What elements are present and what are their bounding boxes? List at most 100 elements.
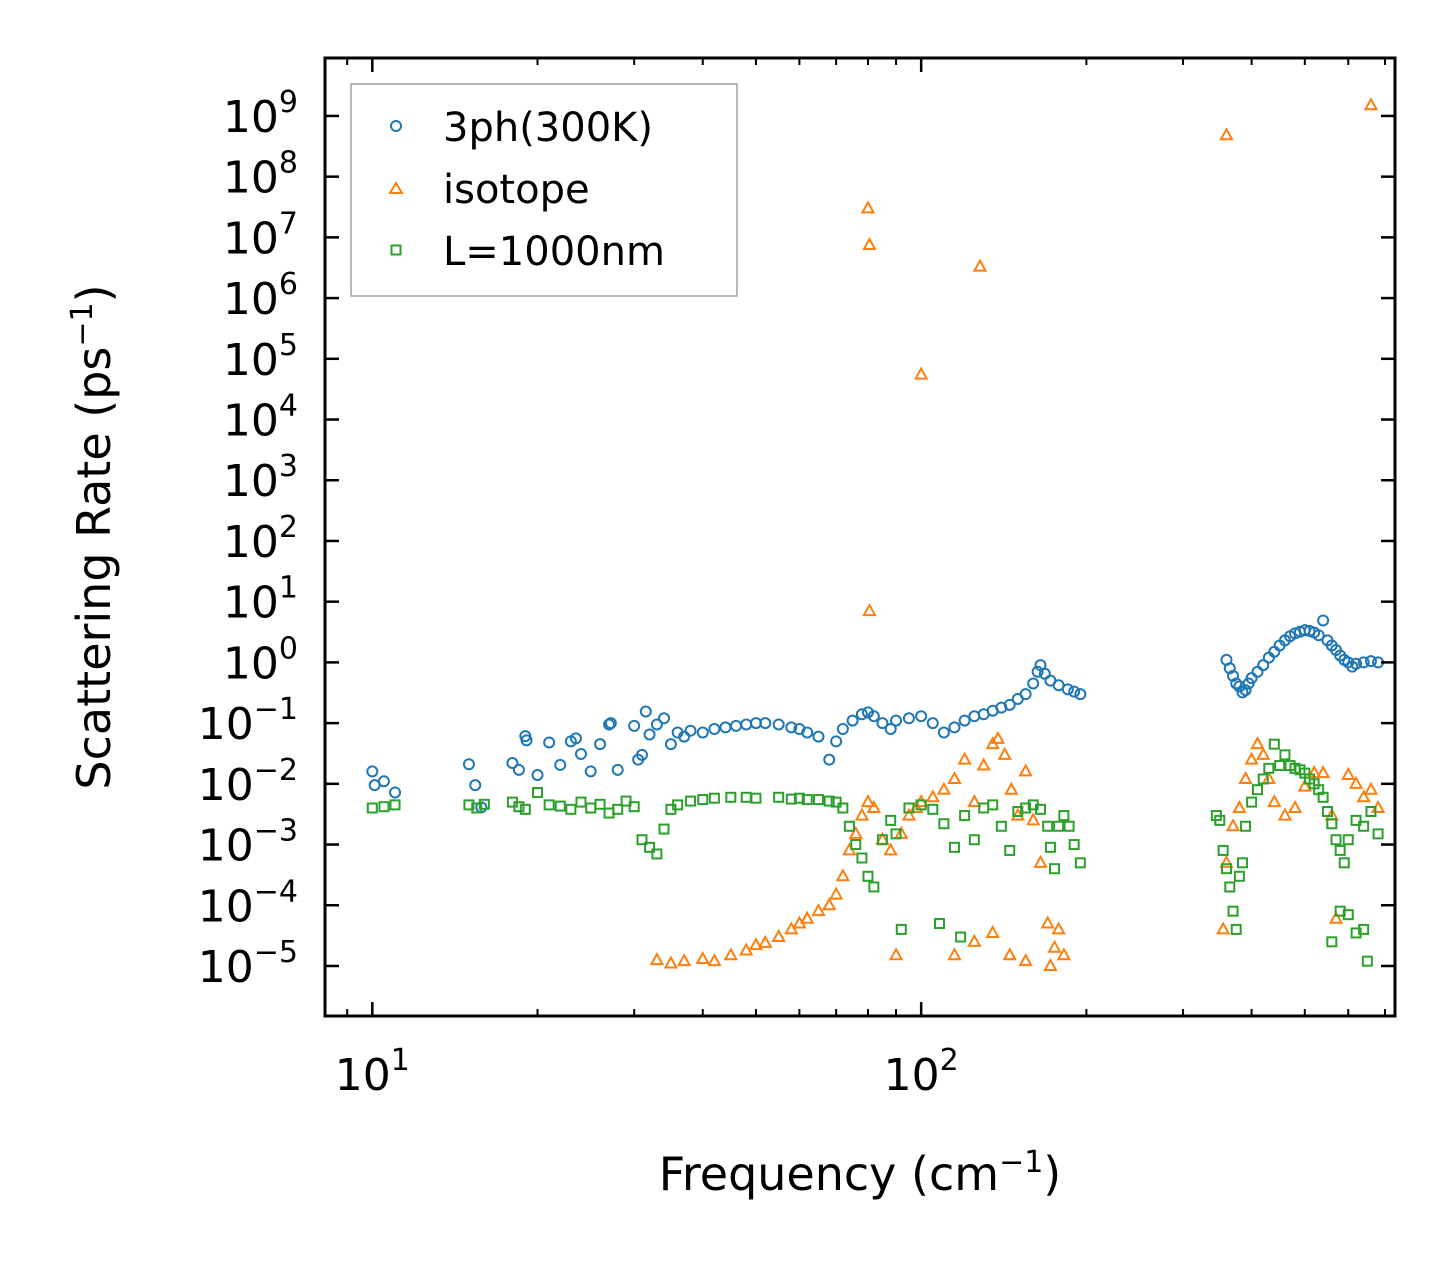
data-point-l-1000nm: [801, 794, 813, 806]
legend-marker-isotope: [388, 181, 404, 194]
data-point-l-1000nm: [565, 803, 577, 815]
data-point-isotope: [739, 942, 754, 956]
data-point-3ph-300k: [531, 768, 544, 781]
data-point-l-1000nm: [868, 881, 880, 893]
x-tick-label: 101: [335, 1043, 410, 1101]
data-point-l-1000nm: [612, 803, 624, 815]
data-point-l-1000nm: [1074, 857, 1086, 869]
y-tick-label: 105: [223, 328, 298, 386]
data-point-isotope: [811, 903, 826, 917]
data-point-isotope: [860, 794, 876, 808]
data-point-l-1000nm: [1342, 909, 1354, 921]
data-point-3ph-300k: [958, 714, 971, 727]
data-point-isotope: [967, 933, 982, 947]
data-point-isotope: [771, 928, 786, 943]
data-point-3ph-300k: [512, 763, 525, 776]
y-tick-label: 102: [223, 510, 298, 568]
data-point-l-1000nm: [1365, 806, 1377, 818]
data-point-isotope: [1219, 854, 1234, 868]
data-point-3ph-300k: [469, 779, 482, 792]
y-tick-label: 10−4: [198, 874, 298, 932]
data-point-l-1000nm: [725, 791, 737, 803]
data-point-isotope: [862, 603, 877, 617]
data-points-layer: [366, 97, 1386, 971]
data-point-isotope: [800, 910, 815, 924]
data-point-3ph-300k: [543, 736, 556, 749]
data-point-3ph-300k: [1236, 686, 1249, 699]
data-point-3ph-300k: [1027, 677, 1040, 690]
data-point-isotope: [1356, 789, 1371, 803]
data-point-l-1000nm: [463, 799, 475, 811]
data-point-3ph-300k: [658, 712, 671, 725]
data-point-isotope: [1250, 736, 1265, 750]
data-point-isotope: [1056, 947, 1072, 961]
data-point-3ph-300k: [823, 753, 836, 766]
data-point-3ph-300k: [937, 726, 950, 739]
data-point-3ph-300k: [569, 732, 582, 745]
data-point-isotope: [1261, 770, 1277, 785]
y-tick-label: 107: [223, 206, 298, 264]
data-point-isotope: [1225, 818, 1241, 832]
data-point-l-1000nm: [636, 834, 648, 846]
data-point-3ph-300k: [836, 722, 849, 735]
data-point-3ph-300k: [1003, 698, 1016, 711]
y-tick-label: 104: [223, 389, 298, 447]
data-point-l-1000nm: [1236, 857, 1248, 869]
data-point-l-1000nm: [1268, 738, 1280, 750]
y-tick-label: 100: [223, 631, 298, 689]
y-axis-title: Scattering Rate (ps−1): [65, 284, 121, 789]
data-point-l-1000nm: [995, 820, 1007, 832]
data-point-isotope: [822, 897, 837, 911]
data-point-l-1000nm: [708, 792, 720, 804]
data-point-l-1000nm: [968, 834, 980, 846]
y-tick-label: 101: [223, 571, 298, 629]
data-point-3ph-300k: [812, 730, 825, 743]
data-point-isotope: [967, 794, 982, 808]
data-point-3ph-300k: [915, 710, 928, 723]
data-point-l-1000nm: [934, 918, 946, 930]
data-point-3ph-300k: [902, 712, 915, 725]
data-point-3ph-300k: [628, 719, 641, 732]
data-point-l-1000nm: [1361, 955, 1373, 967]
data-point-l-1000nm: [750, 792, 762, 804]
data-point-3ph-300k: [759, 717, 772, 730]
data-point-isotope: [888, 947, 904, 961]
data-point-isotope: [1348, 775, 1364, 789]
data-point-l-1000nm: [1004, 844, 1016, 856]
data-point-l-1000nm: [987, 799, 999, 811]
data-point-l-1000nm: [1251, 784, 1263, 796]
data-point-l-1000nm: [1330, 834, 1342, 846]
data-point-3ph-300k: [1227, 669, 1240, 682]
data-point-l-1000nm: [876, 834, 888, 846]
data-point-3ph-300k: [1239, 684, 1252, 697]
data-point-l-1000nm: [1020, 802, 1032, 814]
legend-marker-3ph: [390, 120, 402, 132]
data-point-3ph-300k: [1061, 683, 1074, 696]
legend-marker-l1000nm: [390, 244, 402, 256]
data-point-3ph-300k: [594, 738, 607, 751]
data-point-l-1000nm: [948, 841, 960, 853]
data-point-isotope: [1002, 947, 1017, 961]
data-point-3ph-300k: [643, 728, 656, 741]
data-point-l-1000nm: [651, 848, 663, 860]
plot-frame: [323, 56, 1397, 1018]
data-point-3ph-300k: [1357, 656, 1370, 669]
data-point-l-1000nm: [1279, 749, 1291, 761]
data-point-l-1000nm: [1274, 760, 1286, 772]
data-point-l-1000nm: [850, 839, 862, 851]
data-point-l-1000nm: [389, 799, 401, 811]
data-point-3ph-300k: [1223, 662, 1236, 675]
data-point-l-1000nm: [1358, 820, 1370, 832]
data-point-l-1000nm: [1326, 818, 1338, 830]
data-point-3ph-300k: [830, 735, 843, 748]
axis-ticks-layer: 101 10210910810710610510410310210110010−1…: [198, 58, 1395, 1101]
data-point-3ph-300k: [708, 722, 721, 735]
data-point-l-1000nm: [843, 820, 855, 832]
data-point-l-1000nm: [628, 801, 640, 813]
y-tick-label: 10−2: [198, 753, 298, 811]
data-point-l-1000nm: [1350, 814, 1362, 826]
data-point-3ph-300k: [366, 765, 379, 778]
data-point-3ph-300k: [520, 734, 533, 747]
data-point-isotope: [860, 200, 876, 214]
data-point-l-1000nm: [658, 823, 670, 835]
